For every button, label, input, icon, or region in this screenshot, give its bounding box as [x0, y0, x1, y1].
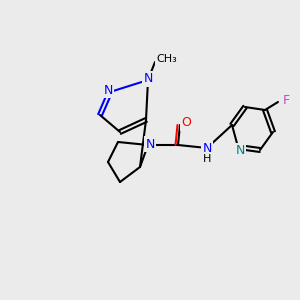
Text: F: F: [283, 94, 290, 106]
Text: H: H: [203, 154, 211, 164]
Text: N: N: [145, 137, 155, 151]
Text: CH₃: CH₃: [156, 54, 177, 64]
Text: O: O: [181, 116, 191, 130]
Text: N: N: [103, 83, 113, 97]
Text: N: N: [143, 73, 153, 85]
Text: N: N: [202, 142, 212, 154]
Text: N: N: [235, 145, 245, 158]
